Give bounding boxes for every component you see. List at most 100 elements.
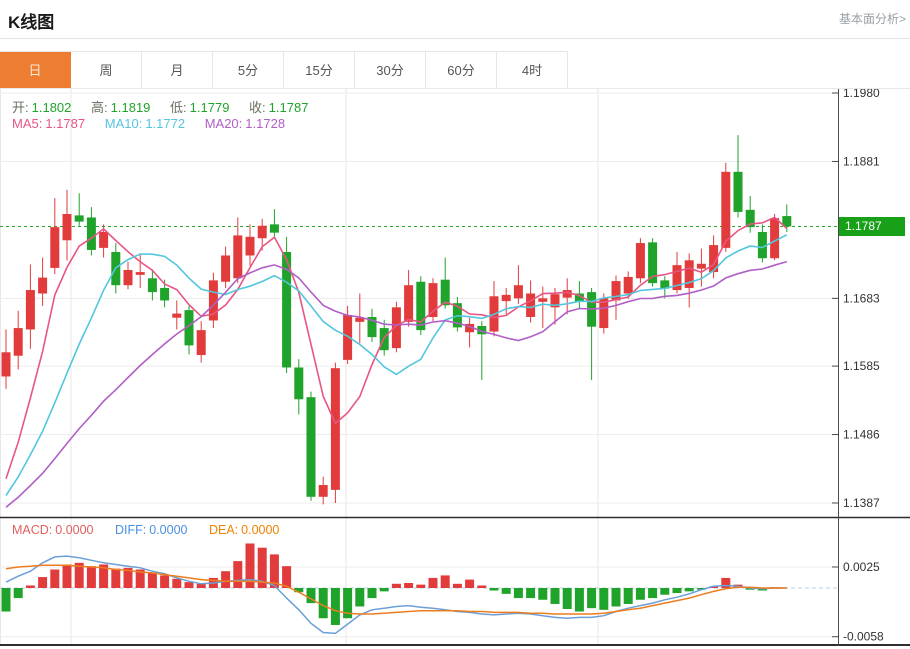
y-axis-label: 1.1486 [843,428,880,442]
candle-body [696,263,706,269]
candle-body [123,269,133,286]
macd-bar [62,564,72,588]
candle-body [757,231,767,259]
macd-bar [611,588,621,607]
macd-bar [330,588,340,625]
candle-body [745,209,755,228]
macd-bar [355,588,365,607]
macd-bar [245,543,255,588]
candle-body [709,245,719,273]
page-title: K线图 [8,13,55,32]
macd-bar [99,564,109,588]
candle-body [74,215,84,222]
macd-bar [465,579,475,588]
candle-body [343,314,353,360]
y-axis-label: 1.1387 [843,496,880,510]
tab-week[interactable]: 周 [71,52,142,89]
candle-body [477,326,487,335]
ma20-line [5,260,788,508]
candle-body [245,236,255,256]
macd-bar [562,588,572,609]
candle-body [184,310,194,346]
tab-30min[interactable]: 30分 [355,52,426,89]
candle-body [782,216,792,227]
candle-body [86,217,96,250]
y-axis-label: 0.0025 [843,560,880,574]
candle-body [538,298,548,302]
macd-bar [184,582,194,588]
candles-layer [1,135,792,508]
macd-bar [538,588,548,600]
candle-body [465,323,475,333]
candle-body [684,260,694,288]
kline-chart-canvas[interactable]: 1.1980 1.1881 1.1683 1.1585 1.1486 1.1387 0.00… [0,89,910,649]
candle-body [196,330,206,356]
tab-month[interactable]: 月 [142,52,213,89]
macd-bar [50,569,60,588]
macd-bar [745,588,755,590]
macd-bar [623,588,633,604]
candle-body [160,287,170,301]
candle-body [648,242,658,284]
macd-bar [196,583,206,588]
tabs-divider [0,88,910,89]
tab-60min[interactable]: 60分 [426,52,497,89]
macd-bar [721,577,731,588]
candle-body [550,294,560,308]
candle-body [635,243,645,279]
tab-4hour[interactable]: 4时 [497,52,568,89]
macd-bar [452,583,462,588]
macd-bar [709,586,719,588]
candle-body [404,285,414,322]
tab-15min[interactable]: 15分 [284,52,355,89]
tab-5min[interactable]: 5分 [213,52,284,89]
macd-bar [379,588,389,592]
macd-bar [294,588,304,593]
candle-body [257,225,267,239]
macd-bar [587,588,597,609]
macd-bar [550,588,560,604]
candle-body [294,367,304,400]
macd-bar [477,585,487,588]
macd-layer [1,543,787,635]
macd-bar [13,588,23,599]
macd-bar [648,588,658,599]
candle-body [172,313,182,318]
candle-body [428,283,438,318]
candle-body [672,265,682,291]
macd-bar [635,588,645,600]
macd-bar [282,566,292,588]
candle-body [416,281,426,331]
macd-bar [111,568,121,588]
macd-bar [513,588,523,599]
macd-bar [160,575,170,588]
macd-bar [123,567,133,588]
macd-bar [684,588,694,592]
y-axis-label: 1.1881 [843,154,880,168]
macd-bar [404,582,414,588]
candle-body [50,227,60,268]
tab-day[interactable]: 日 [0,52,71,89]
macd-bar [416,584,426,588]
macd-bar [440,575,450,588]
macd-bar [147,572,157,588]
dea-line [5,564,787,615]
y-axis-label: 1.1683 [843,291,880,305]
macd-bar [489,588,499,591]
y-axis-label: 1.1585 [843,359,880,373]
candle-body [135,272,145,275]
y-axis-label: -0.0058 [843,630,884,644]
candle-body [233,235,243,279]
macd-bar [25,585,35,588]
fundamental-analysis-link[interactable]: 基本面分析> [838,12,906,26]
candle-body [599,298,609,329]
candle-body [282,252,292,368]
macd-bar [74,562,84,588]
macd-bar [672,588,682,594]
candle-body [574,293,584,302]
macd-bar [526,588,536,599]
macd-bar [269,554,279,588]
candle-body [770,218,780,259]
candle-body [1,352,11,377]
